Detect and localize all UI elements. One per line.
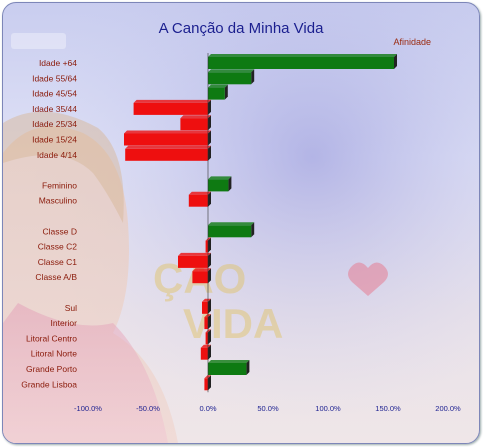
category-label: Sul [65, 303, 77, 313]
category-label: Classe A/B [35, 272, 77, 282]
x-tick-label: -50.0% [136, 404, 160, 413]
bar [188, 191, 211, 207]
bar [208, 176, 232, 192]
category-label: Grande Lisboa [21, 379, 77, 389]
x-tick-label: 0.0% [199, 404, 216, 413]
chart-frame: ÇÃO VIDA A Canção da Minha Vida Afinidad… [2, 2, 480, 444]
category-label: Masculino [39, 196, 78, 206]
bar [124, 130, 211, 146]
bar [133, 99, 211, 115]
category-label: Classe C2 [38, 242, 77, 252]
category-label: Feminino [42, 180, 77, 190]
category-labels: Idade +64 Idade 55/64 Idade 45/54 Idade 35/… [21, 58, 77, 389]
bar [208, 360, 250, 375]
bar [125, 145, 211, 161]
category-label: Grande Porto [26, 364, 77, 374]
bars-layer [124, 53, 397, 393]
category-label: Idade 45/54 [32, 89, 77, 99]
category-label: Classe D [43, 226, 77, 236]
category-label: Litoral Centro [26, 333, 77, 343]
category-label: Idade 15/24 [32, 135, 77, 145]
x-tick-label: 150.0% [375, 404, 401, 413]
bar [208, 69, 255, 85]
category-label: Idade 55/64 [32, 73, 77, 83]
bar [202, 298, 211, 314]
bar [180, 115, 211, 131]
x-tick-label: 50.0% [257, 404, 279, 413]
category-label: Interior [51, 318, 78, 328]
bar [178, 252, 211, 268]
category-label: Classe C1 [38, 257, 77, 267]
chart-title: A Canção da Minha Vida [159, 20, 324, 37]
x-tick-label: -100.0% [74, 404, 102, 413]
bar [208, 222, 255, 238]
series-label: Afinidade [393, 37, 431, 47]
x-tick-label: 200.0% [435, 404, 461, 413]
x-tick-label: 100.0% [315, 404, 341, 413]
bar [208, 54, 397, 69]
category-label: Idade 4/14 [37, 150, 77, 160]
category-label: Idade 25/34 [32, 119, 77, 129]
svg-text:VIDA: VIDA [183, 300, 283, 347]
category-label: Litoral Norte [31, 349, 78, 359]
bar [192, 268, 211, 284]
category-label: Idade +64 [39, 58, 77, 68]
category-label: Idade 35/44 [32, 104, 77, 114]
x-tick-labels: -100.0% -50.0% 0.0% 50.0% 100.0% 150.0% 200.0% [74, 404, 461, 413]
bar [208, 84, 228, 100]
chart-plot: A Canção da Minha Vida Afinidade Idade +… [21, 20, 461, 413]
bar [200, 344, 211, 360]
